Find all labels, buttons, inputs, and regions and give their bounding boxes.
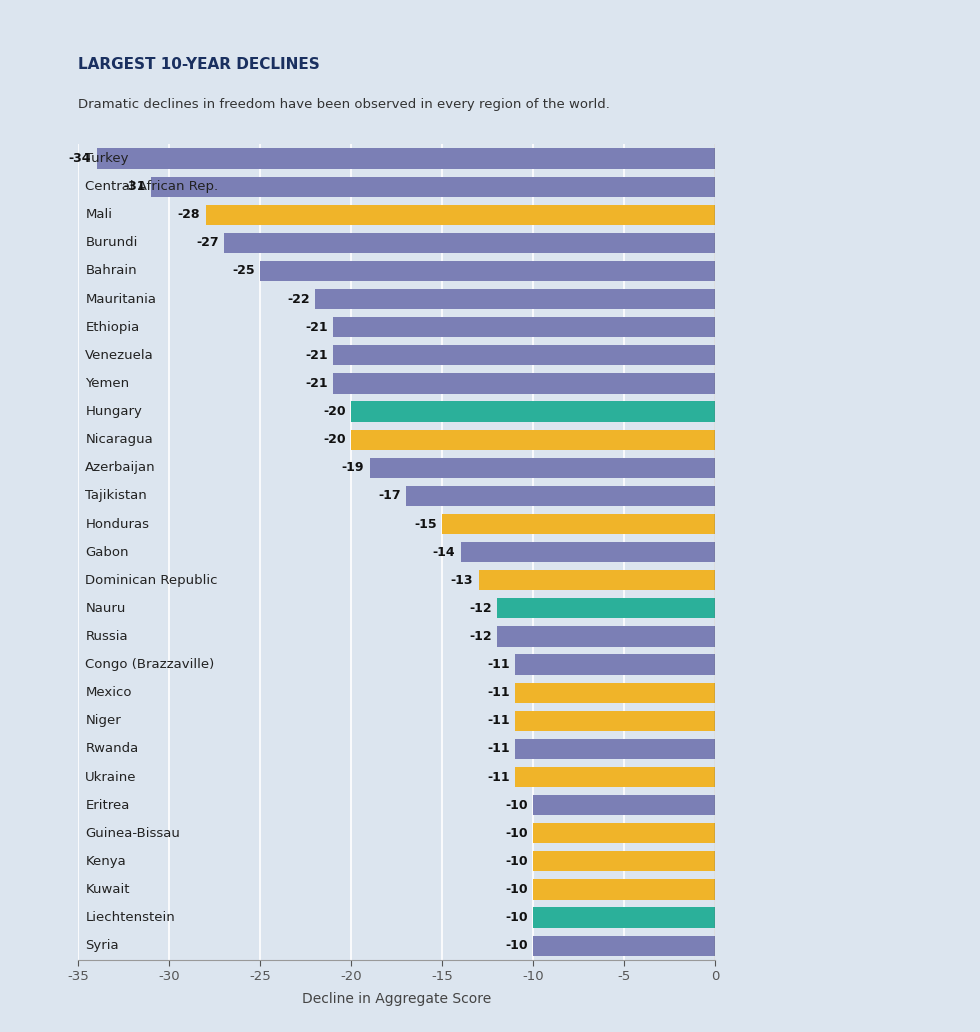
Text: -19: -19: [342, 461, 365, 475]
Bar: [515, 739, 715, 759]
Bar: [533, 907, 715, 928]
Bar: [333, 346, 715, 365]
Bar: [533, 879, 715, 900]
Text: LARGEST 10-YEAR DECLINES: LARGEST 10-YEAR DECLINES: [78, 57, 320, 72]
Text: -17: -17: [378, 489, 401, 503]
Text: -14: -14: [432, 546, 455, 558]
Bar: [515, 711, 715, 731]
Bar: [261, 261, 715, 281]
Text: -10: -10: [506, 911, 528, 924]
Text: Guinea-Bissau: Guinea-Bissau: [85, 827, 180, 840]
Text: Ukraine: Ukraine: [85, 771, 137, 783]
Text: -11: -11: [487, 742, 510, 755]
Text: Yemen: Yemen: [85, 377, 129, 390]
Text: Kuwait: Kuwait: [85, 883, 129, 896]
Text: -21: -21: [305, 321, 327, 333]
Bar: [533, 824, 715, 843]
Text: -10: -10: [506, 939, 528, 953]
Bar: [479, 570, 715, 590]
Bar: [151, 176, 715, 197]
Text: Burundi: Burundi: [85, 236, 138, 250]
Bar: [533, 851, 715, 871]
Bar: [515, 654, 715, 675]
Bar: [333, 317, 715, 337]
Text: Honduras: Honduras: [85, 517, 149, 530]
Text: -21: -21: [305, 349, 327, 362]
Text: -22: -22: [287, 293, 310, 305]
Text: Mexico: Mexico: [85, 686, 132, 700]
Bar: [206, 204, 715, 225]
Text: Kenya: Kenya: [85, 854, 126, 868]
Text: Dramatic declines in freedom have been observed in every region of the world.: Dramatic declines in freedom have been o…: [78, 98, 611, 111]
Bar: [333, 374, 715, 393]
Text: -27: -27: [196, 236, 219, 250]
Text: -10: -10: [506, 799, 528, 811]
Text: Venezuela: Venezuela: [85, 349, 154, 362]
Text: -11: -11: [487, 714, 510, 728]
Bar: [406, 486, 715, 506]
Text: -28: -28: [177, 208, 200, 221]
Text: -34: -34: [69, 152, 91, 165]
X-axis label: Decline in Aggregate Score: Decline in Aggregate Score: [302, 992, 492, 1005]
Text: Liechtenstein: Liechtenstein: [85, 911, 175, 924]
Text: Dominican Republic: Dominican Republic: [85, 574, 218, 587]
Text: -11: -11: [487, 686, 510, 700]
Text: Niger: Niger: [85, 714, 122, 728]
Text: -15: -15: [415, 517, 437, 530]
Text: Nicaragua: Nicaragua: [85, 433, 153, 446]
Text: Turkey: Turkey: [85, 152, 128, 165]
Bar: [315, 289, 715, 310]
Bar: [497, 599, 715, 618]
Bar: [352, 429, 715, 450]
Bar: [97, 149, 715, 168]
Text: -31: -31: [123, 181, 146, 193]
Bar: [442, 514, 715, 535]
Text: -11: -11: [487, 658, 510, 671]
Bar: [461, 542, 715, 562]
Text: Syria: Syria: [85, 939, 119, 953]
Text: Central African Rep.: Central African Rep.: [85, 181, 219, 193]
Text: Congo (Brazzaville): Congo (Brazzaville): [85, 658, 215, 671]
Bar: [497, 626, 715, 647]
Text: Azerbaijan: Azerbaijan: [85, 461, 156, 475]
Text: Mali: Mali: [85, 208, 113, 221]
Text: -13: -13: [451, 574, 473, 587]
Text: -20: -20: [323, 405, 346, 418]
Text: Eritrea: Eritrea: [85, 799, 129, 811]
Bar: [533, 795, 715, 815]
Bar: [533, 936, 715, 956]
Text: -10: -10: [506, 883, 528, 896]
Text: -11: -11: [487, 771, 510, 783]
Text: Tajikistan: Tajikistan: [85, 489, 147, 503]
Text: Ethiopia: Ethiopia: [85, 321, 139, 333]
Text: Gabon: Gabon: [85, 546, 128, 558]
Text: Bahrain: Bahrain: [85, 264, 137, 278]
Bar: [352, 401, 715, 422]
Text: -21: -21: [305, 377, 327, 390]
Text: -12: -12: [468, 602, 492, 615]
Text: -12: -12: [468, 630, 492, 643]
Text: Rwanda: Rwanda: [85, 742, 138, 755]
Bar: [224, 233, 715, 253]
Bar: [369, 457, 715, 478]
Text: Hungary: Hungary: [85, 405, 142, 418]
Text: -10: -10: [506, 854, 528, 868]
Text: -10: -10: [506, 827, 528, 840]
Bar: [515, 767, 715, 787]
Text: Russia: Russia: [85, 630, 128, 643]
Text: Nauru: Nauru: [85, 602, 125, 615]
Text: Mauritania: Mauritania: [85, 293, 157, 305]
Text: -25: -25: [232, 264, 255, 278]
Text: -20: -20: [323, 433, 346, 446]
Bar: [515, 682, 715, 703]
